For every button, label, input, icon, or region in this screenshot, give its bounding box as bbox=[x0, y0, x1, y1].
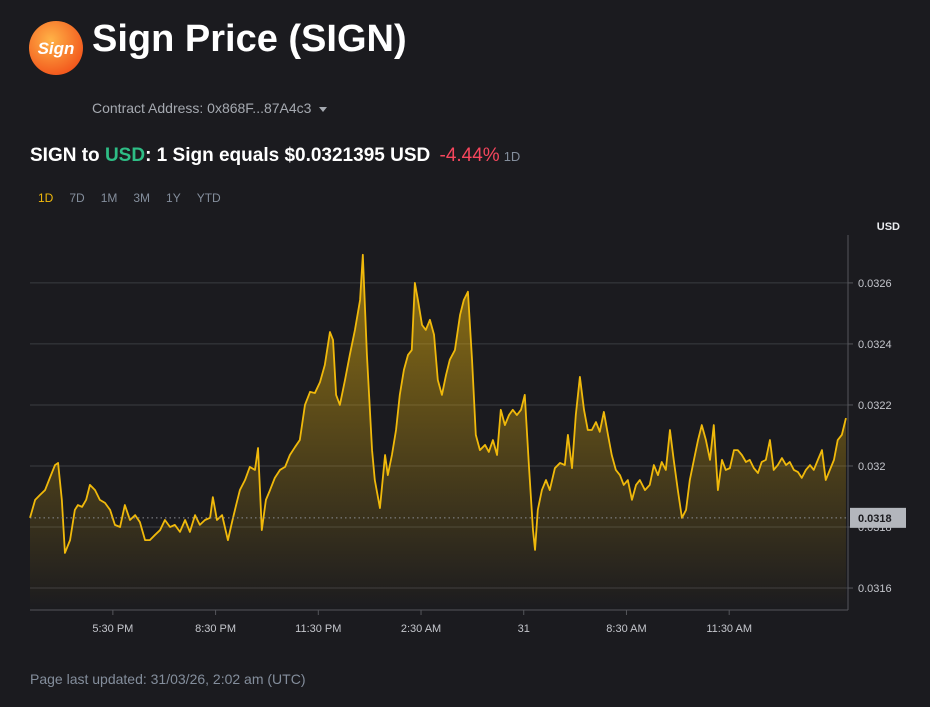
footer: Page last updated: 31/03/26, 2:02 am (UT… bbox=[30, 671, 306, 687]
y-axis-label: USD bbox=[877, 221, 900, 233]
x-tick-label: 8:30 AM bbox=[606, 623, 646, 635]
x-tick-label: 8:30 PM bbox=[195, 623, 236, 635]
reference-label: 0.0318 bbox=[858, 513, 892, 525]
x-tick-label: 11:30 PM bbox=[295, 623, 341, 635]
range-tab[interactable]: 1Y bbox=[166, 191, 181, 205]
period: 1D bbox=[503, 149, 521, 164]
logo-text: Sign bbox=[38, 39, 75, 58]
x-tick-label: 11:30 AM bbox=[706, 623, 752, 635]
range-tab[interactable]: YTD bbox=[196, 191, 221, 205]
y-tick-label: 0.0326 bbox=[858, 278, 892, 290]
range-tab[interactable]: 1M bbox=[100, 191, 118, 205]
title: Sign Price (SIGN) bbox=[92, 18, 407, 60]
logo bbox=[29, 21, 83, 75]
base: SIGN to bbox=[30, 145, 100, 166]
price-text: : 1 Sign equals $0.0321395 USD bbox=[145, 145, 431, 166]
range-tab[interactable]: 1D bbox=[38, 191, 54, 205]
y-tick-label: 0.0324 bbox=[858, 339, 892, 351]
reference-label-box bbox=[850, 507, 906, 528]
contract-address[interactable]: Contract Address: 0x868F...87A4c3 bbox=[92, 100, 328, 116]
range-tab[interactable]: 7D bbox=[69, 191, 85, 205]
range-tab[interactable]: 3M bbox=[133, 191, 151, 205]
contract-text: Contract Address: 0x868F...87A4c3 bbox=[92, 100, 312, 116]
x-tick-label: 31 bbox=[518, 623, 530, 635]
change: -4.44% bbox=[439, 145, 500, 166]
y-tick-label: 0.032 bbox=[858, 461, 886, 473]
area-fill bbox=[30, 254, 846, 610]
y-tick-label: 0.0322 bbox=[858, 400, 892, 412]
range-tabs: 1D 7D 1M 3M 1Y YTD bbox=[30, 191, 229, 205]
x-tick-label: 5:30 PM bbox=[92, 623, 133, 635]
dropdown-caret[interactable] bbox=[319, 106, 328, 112]
price-line bbox=[29, 253, 847, 554]
quote: USD bbox=[104, 145, 146, 166]
price-line: SIGN to USD: 1 Sign equals $0.0321395 US… bbox=[30, 145, 520, 167]
x-tick-label: 2:30 AM bbox=[401, 623, 441, 635]
y-tick-label: 0.0316 bbox=[858, 583, 892, 595]
